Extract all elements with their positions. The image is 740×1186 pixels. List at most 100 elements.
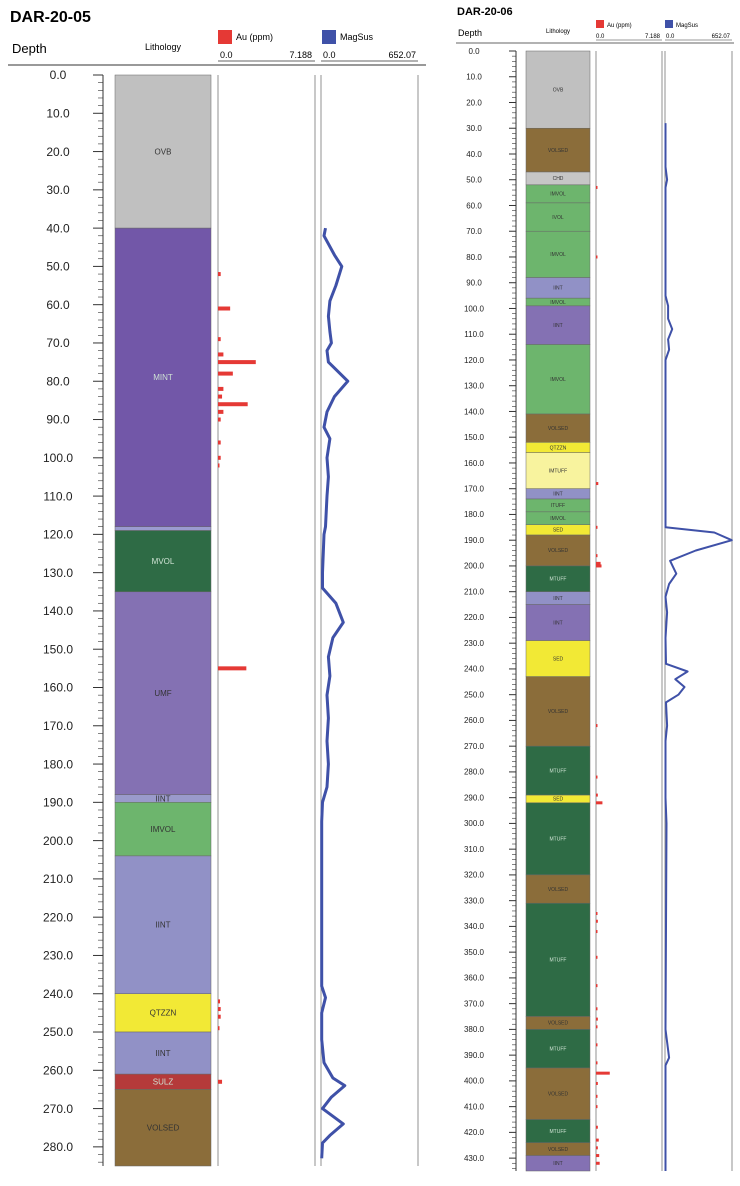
- log-2-magsus-line: [664, 123, 733, 1171]
- log-1-lithology-code: IMVOL: [151, 825, 176, 834]
- log-2-lithology-code: IMVOL: [550, 377, 566, 383]
- log-1-depth-tick-label: 70.0: [46, 336, 70, 350]
- log-2-au-bar: [596, 955, 598, 959]
- log-2-lithology-code: SED: [553, 797, 564, 803]
- log-2-lithology-unit: [525, 745, 591, 796]
- log-1-lithology-code: IINT: [155, 794, 170, 803]
- log-2-lithology-unit: [525, 676, 591, 747]
- log-2-lithology-code: SED: [553, 656, 564, 662]
- log-2-lithology-unit: [525, 452, 591, 489]
- log-1-au-bar: [218, 1007, 221, 1012]
- log-1-lithology-unit: [114, 591, 212, 795]
- log-2-depth-tick-label: 290.0: [464, 793, 485, 802]
- log-1-au-bar: [218, 999, 221, 1004]
- log-2-lithology-code: ITUFF: [551, 503, 565, 509]
- log-1-lithology-code: MINT: [153, 373, 173, 382]
- log-2-lithology-code: OVB: [553, 87, 564, 93]
- log-1-depth-tick-label: 10.0: [46, 106, 70, 120]
- log-2-au-bar: [596, 255, 598, 259]
- log-2-lithology-code: IINT: [553, 286, 562, 292]
- log-2-depth-tick-label: 80.0: [466, 253, 482, 262]
- log-2-au-bar: [596, 1071, 610, 1075]
- log-1-magsus-label: MagSus: [340, 32, 374, 42]
- log-1-depth-tick-label: 220.0: [43, 910, 73, 924]
- log-2-lithology-code: MTUFF: [550, 1046, 567, 1052]
- log-1-lithology-code: MVOL: [152, 557, 175, 566]
- log-1-depth-tick-label: 200.0: [43, 834, 73, 848]
- log-2-lithology-code: IMVOL: [550, 300, 566, 306]
- log-2-lithology-code: IINT: [553, 596, 562, 602]
- log-1-lithology-code: IINT: [155, 1049, 170, 1058]
- log-2-lithology-unit: [525, 50, 591, 129]
- log-1-hole-id: DAR-20-05: [10, 9, 91, 26]
- log-2-depth-tick-label: 230.0: [464, 639, 485, 648]
- log-2-depth-tick-label: 240.0: [464, 665, 485, 674]
- log-1-au-bar: [218, 272, 221, 277]
- log-2-lithology-code: MTUFF: [550, 1129, 567, 1135]
- log-1-depth-tick-label: 130.0: [43, 566, 73, 580]
- log-1-au-legend-swatch: [218, 30, 232, 44]
- log-1-lithology-unit: [114, 227, 212, 527]
- log-2-lithology-unit: [525, 230, 591, 278]
- log-1-au-label: Au (ppm): [236, 32, 273, 42]
- log-1-au-bar: [218, 352, 224, 357]
- log-2-au-bar: [596, 1154, 600, 1158]
- log-2-depth-tick-label: 190.0: [464, 536, 485, 545]
- log-2-au-bar: [596, 724, 598, 728]
- log-1-lithology-code: IINT: [155, 921, 170, 930]
- log-1-lithology-unit: [114, 526, 212, 531]
- log-2-depth-tick-label: 380.0: [464, 1025, 485, 1034]
- log-2-depth-tick-label: 120.0: [464, 356, 485, 365]
- log-2-au-bar: [596, 1061, 598, 1065]
- log-2-depth-tick-label: 270.0: [464, 742, 485, 751]
- log-2-lithology-unit: [525, 202, 591, 232]
- log-2-lithology-code: VOLSED: [548, 1092, 569, 1098]
- log-1-depth-tick-label: 30.0: [46, 183, 70, 197]
- log-2-lithology-code: QTZZN: [550, 445, 567, 451]
- log-2-lithology-unit: [525, 802, 591, 876]
- log-2-depth-tick-label: 260.0: [464, 716, 485, 725]
- log-2-lithology-code: VOLSED: [548, 709, 569, 715]
- log-2-lithology-unit: [525, 604, 591, 641]
- log-1-au-max: 7.188: [289, 50, 312, 60]
- log-2-depth-tick-label: 400.0: [464, 1077, 485, 1086]
- log-2-lithology-unit: [525, 127, 591, 173]
- log-2-lithology-code: MTUFF: [550, 768, 567, 774]
- log-1-depth-tick-label: 20.0: [46, 145, 70, 159]
- log-1-au-bar: [218, 1079, 223, 1084]
- log-2-depth-tick-label: 300.0: [464, 819, 485, 828]
- log-1-au-bar: [218, 409, 224, 414]
- log-2-depth-tick-label: 130.0: [464, 382, 485, 391]
- log-2-magsus-label: MagSus: [676, 23, 698, 29]
- log-2-au-bar: [596, 1007, 598, 1011]
- log-1-depth-tick-label: 80.0: [46, 374, 70, 388]
- log-1-depth-tick-label: 210.0: [43, 872, 73, 886]
- log-1-depth-tick-label: 270.0: [43, 1102, 73, 1116]
- log-2-lithology-code: IINT: [553, 323, 562, 329]
- log-1-au-bar: [218, 1026, 220, 1031]
- log-2-au-legend-swatch: [596, 20, 604, 28]
- log-2-lithology-code: IVOL: [552, 215, 564, 221]
- log-2-depth-tick-label: 40.0: [466, 150, 482, 159]
- log-2-lithology-unit: [525, 874, 591, 904]
- log-2-depth-tick-label: 150.0: [464, 433, 485, 442]
- log-2-au-bar: [596, 1105, 598, 1109]
- log-2-depth-tick-label: 10.0: [466, 73, 482, 82]
- log-1-lithology-unit: [114, 1089, 212, 1167]
- log-1-depth-tick-label: 190.0: [43, 796, 73, 810]
- log-2-depth-tick-label: 350.0: [464, 948, 485, 957]
- log-2-lithology-code: IMVOL: [550, 516, 566, 522]
- log-2-au-bar: [596, 1081, 598, 1085]
- log-2-lithology-unit: [525, 565, 591, 592]
- log-2-depth-tick-label: 0.0: [468, 47, 480, 56]
- log-2-au-bar: [596, 1138, 599, 1142]
- log-2-lithology-unit: [525, 305, 591, 345]
- log-2-depth-tick-label: 220.0: [464, 613, 485, 622]
- log-1-lithology-unit: [114, 530, 212, 593]
- log-2-lithology-code: IINT: [553, 1161, 562, 1167]
- log-2-depth-tick-label: 250.0: [464, 690, 485, 699]
- log-1-depth-tick-label: 260.0: [43, 1063, 73, 1077]
- log-1-magsus-line: [320, 227, 350, 1159]
- log-2-lithology-code: CHD: [553, 176, 564, 182]
